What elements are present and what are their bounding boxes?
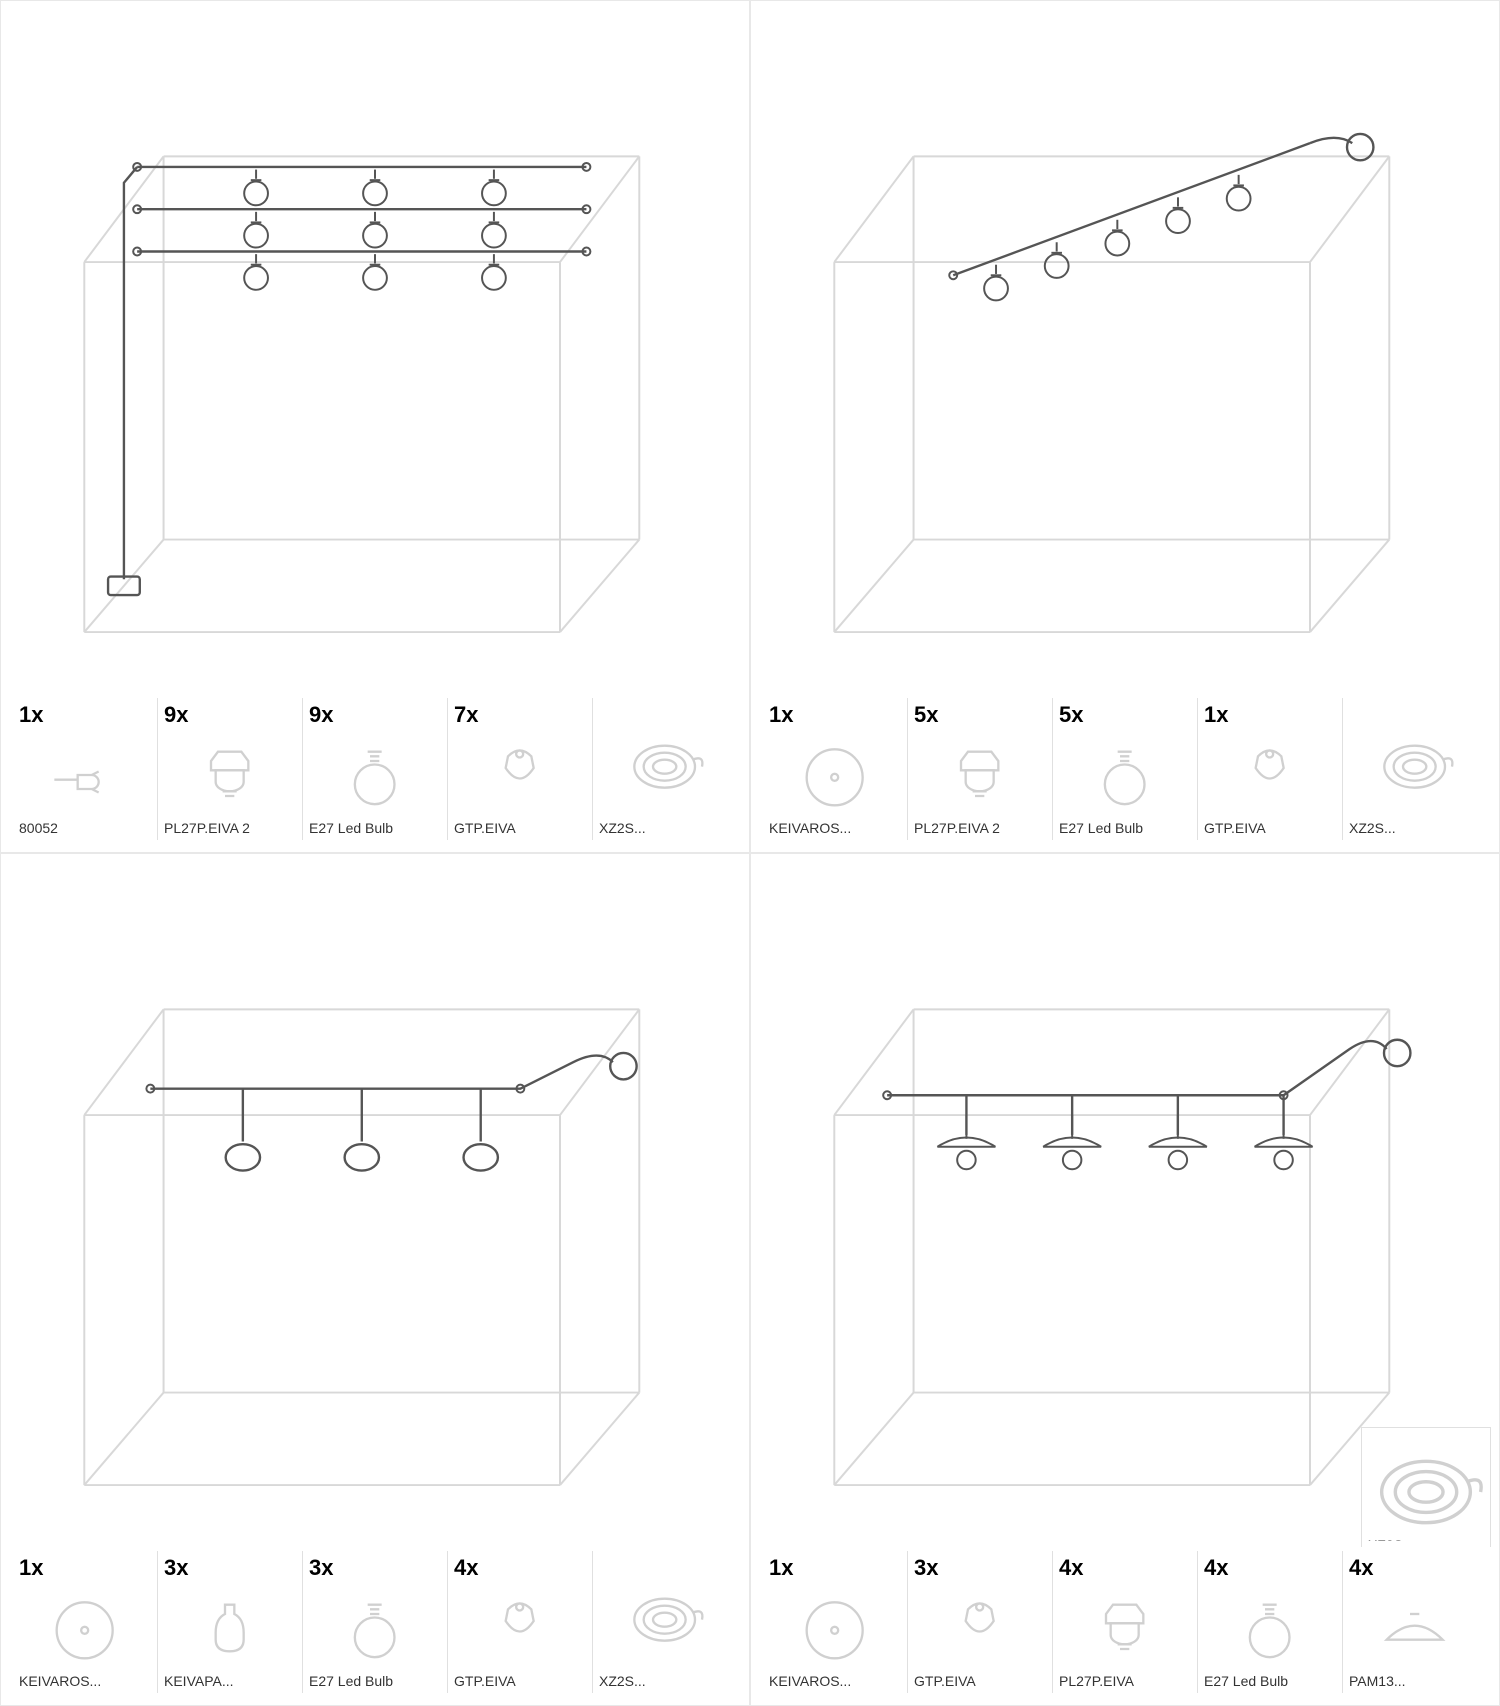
quadrant-bottom-right: XZ2S... 1x KEIVAROS... 3x GTP.EIVA 4x PL… [750,853,1500,1706]
part-label: PL27P.EIVA 2 [914,820,1046,836]
part-qty: 4x [1204,1555,1336,1581]
part-item: 4x GTP.EIVA [447,1551,592,1693]
part-item: 9x PL27P.EIVA 2 [157,698,302,840]
part-item: 4x PAM13... [1342,1551,1487,1693]
quadrant-top-left: 1x 80052 9x PL27P.EIVA 2 9x E27 Led Bulb… [0,0,750,853]
rose-icon [795,740,874,810]
diagram-box [5,864,745,1551]
part-item: 5x E27 Led Bulb [1052,698,1197,840]
part-item: 3x KEIVAPA... [157,1551,302,1693]
cable-icon [1375,727,1454,797]
part-qty: 3x [914,1555,1046,1581]
part-label: PAM13... [1349,1673,1481,1689]
plug-icon [45,740,124,810]
part-label: E27 Led Bulb [1059,820,1191,836]
part-item: 4x PL27P.EIVA [1052,1551,1197,1693]
part-label: GTP.EIVA [454,820,586,836]
parts-row: 1x KEIVAROS... 3x KEIVAPA... 3x E27 Led … [5,1551,745,1701]
part-label: PL27P.EIVA 2 [164,820,296,836]
quadrant-bottom-left: 1x KEIVAROS... 3x KEIVAPA... 3x E27 Led … [0,853,750,1706]
part-qty: 1x [769,702,901,728]
part-label: KEIVAROS... [19,1673,151,1689]
part-label: GTP.EIVA [454,1673,586,1689]
part-qty: 5x [914,702,1046,728]
part-label: KEIVAROS... [769,1673,901,1689]
part-qty: 4x [1349,1555,1481,1581]
part-label: XZ2S... [1349,820,1481,836]
cable-icon [625,727,704,797]
part-item: 3x GTP.EIVA [907,1551,1052,1693]
part-qty: 1x [19,702,151,728]
part-label: KEIVAROS... [769,820,901,836]
part-label: XZ2S... [599,820,731,836]
part-qty: 5x [1059,702,1191,728]
holder-icon [940,740,1019,810]
part-item: 7x GTP.EIVA [447,698,592,840]
part-qty: 4x [1059,1555,1191,1581]
holder-icon [190,740,269,810]
part-qty: 3x [309,1555,441,1581]
part-item: 9x E27 Led Bulb [302,698,447,840]
part-item: 1x KEIVAROS... [13,1551,157,1693]
diagram-box [5,11,745,698]
part-qty: 7x [454,702,586,728]
extra-part: XZ2S... [1361,1427,1491,1547]
part-qty: 4x [454,1555,586,1581]
part-item: XZ2S... [1342,698,1487,840]
part-label: PL27P.EIVA [1059,1673,1191,1689]
hook-icon [480,1593,559,1663]
hook-icon [940,1593,1019,1663]
part-item: 5x PL27P.EIVA 2 [907,698,1052,840]
config-diagram [5,11,745,698]
part-label: XZ2S... [1368,1537,1484,1542]
part-qty: 9x [309,702,441,728]
config-diagram [755,11,1495,698]
quadrant-top-right: 1x KEIVAROS... 5x PL27P.EIVA 2 5x E27 Le… [750,0,1500,853]
bulb-icon [335,1593,414,1663]
part-label: E27 Led Bulb [1204,1673,1336,1689]
parts-row: 1x 80052 9x PL27P.EIVA 2 9x E27 Led Bulb… [5,698,745,848]
part-label: E27 Led Bulb [309,1673,441,1689]
part-label: 80052 [19,820,151,836]
part-item: 1x KEIVAROS... [763,698,907,840]
part-qty: 1x [769,1555,901,1581]
part-qty: 1x [19,1555,151,1581]
parts-row: 1x KEIVAROS... 3x GTP.EIVA 4x PL27P.EIVA… [755,1551,1495,1701]
cable-icon [625,1580,704,1650]
parts-row: 1x KEIVAROS... 5x PL27P.EIVA 2 5x E27 Le… [755,698,1495,848]
part-label: GTP.EIVA [914,1673,1046,1689]
part-label: KEIVAPA... [164,1673,296,1689]
holder2-icon [1085,1593,1164,1663]
part-item: 1x 80052 [13,698,157,840]
part-item: XZ2S... [592,1551,737,1693]
bulb-icon [1230,1593,1309,1663]
part-item: 4x E27 Led Bulb [1197,1551,1342,1693]
part-qty: 3x [164,1555,296,1581]
hook-icon [1230,740,1309,810]
bulb-icon [1085,740,1164,810]
part-label: XZ2S... [599,1673,731,1689]
part-label: GTP.EIVA [1204,820,1336,836]
part-item: 1x GTP.EIVA [1197,698,1342,840]
rose-icon [795,1593,874,1663]
part-item: XZ2S... [592,698,737,840]
part-label: E27 Led Bulb [309,820,441,836]
config-diagram [5,864,745,1551]
bottle-icon [190,1593,269,1663]
part-qty: 9x [164,702,296,728]
cable-icon [1368,1434,1484,1536]
rose-icon [45,1593,124,1663]
diagram-box [755,11,1495,698]
bulb-icon [335,740,414,810]
hook-icon [480,740,559,810]
part-qty: 1x [1204,702,1336,728]
part-item: 3x E27 Led Bulb [302,1551,447,1693]
part-item: 1x KEIVAROS... [763,1551,907,1693]
shade-icon [1375,1593,1454,1663]
